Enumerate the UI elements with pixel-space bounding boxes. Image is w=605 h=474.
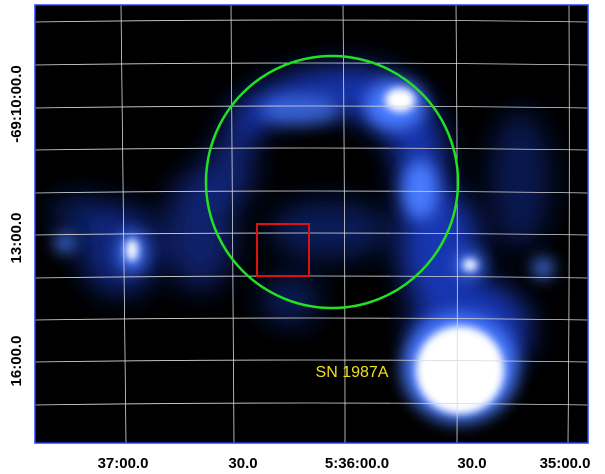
region-box xyxy=(256,223,310,277)
x-label: 37:00.0 xyxy=(98,455,149,472)
x-label: 30.0 xyxy=(457,455,486,472)
x-label: 30.0 xyxy=(228,455,257,472)
x-label: 35:00.0 xyxy=(540,455,591,472)
y-label: -69:10:00.0 xyxy=(8,65,25,143)
x-label: 5:36:00.0 xyxy=(325,455,389,472)
region-circle xyxy=(204,54,460,310)
coordinate-grid xyxy=(35,5,588,443)
image-frame xyxy=(34,4,589,444)
y-label: 16:00.0 xyxy=(8,336,25,387)
source-label: SN 1987A xyxy=(316,364,389,381)
y-label: 13:00.0 xyxy=(8,213,25,264)
emission xyxy=(50,66,553,423)
